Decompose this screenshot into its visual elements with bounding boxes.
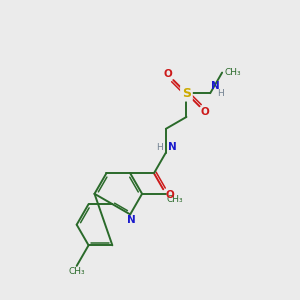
Text: H: H — [156, 142, 163, 152]
Text: O: O — [200, 107, 209, 117]
Text: N: N — [168, 142, 177, 152]
Text: O: O — [164, 69, 172, 79]
Text: CH₃: CH₃ — [68, 267, 85, 276]
Text: S: S — [182, 87, 191, 100]
Text: N: N — [127, 215, 136, 225]
Text: H: H — [217, 89, 224, 98]
Text: CH₃: CH₃ — [224, 68, 241, 77]
Text: O: O — [165, 190, 174, 200]
Text: N: N — [211, 81, 220, 91]
Text: CH₃: CH₃ — [167, 195, 184, 204]
